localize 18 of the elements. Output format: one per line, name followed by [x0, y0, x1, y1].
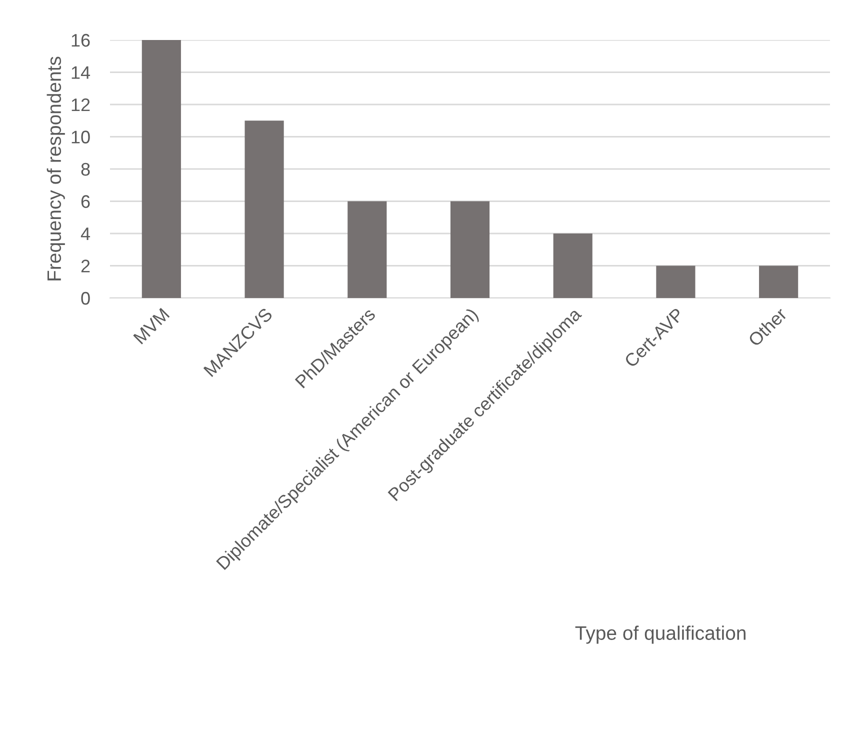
y-tick-label: 16: [72, 34, 90, 47]
y-tick-label: 10: [72, 130, 90, 144]
y-tick-label: 2: [81, 260, 90, 272]
y-tick-label: 12: [72, 98, 90, 112]
y-axis-title: Frequency of respondents: [46, 56, 65, 280]
y-tick-label: 6: [81, 195, 90, 208]
y-tick-label: 14: [72, 66, 90, 79]
y-tick-label: 8: [81, 162, 90, 176]
bar: [656, 266, 696, 298]
bar: [759, 266, 798, 298]
bar: [244, 120, 284, 298]
y-tick-label: 0: [81, 292, 90, 305]
y-tick-label: 4: [80, 228, 90, 240]
x-axis-title: Type of qualification: [575, 626, 746, 644]
bar: [553, 234, 592, 298]
bar: [450, 201, 490, 298]
bar: [348, 201, 387, 298]
bar: [142, 40, 181, 298]
